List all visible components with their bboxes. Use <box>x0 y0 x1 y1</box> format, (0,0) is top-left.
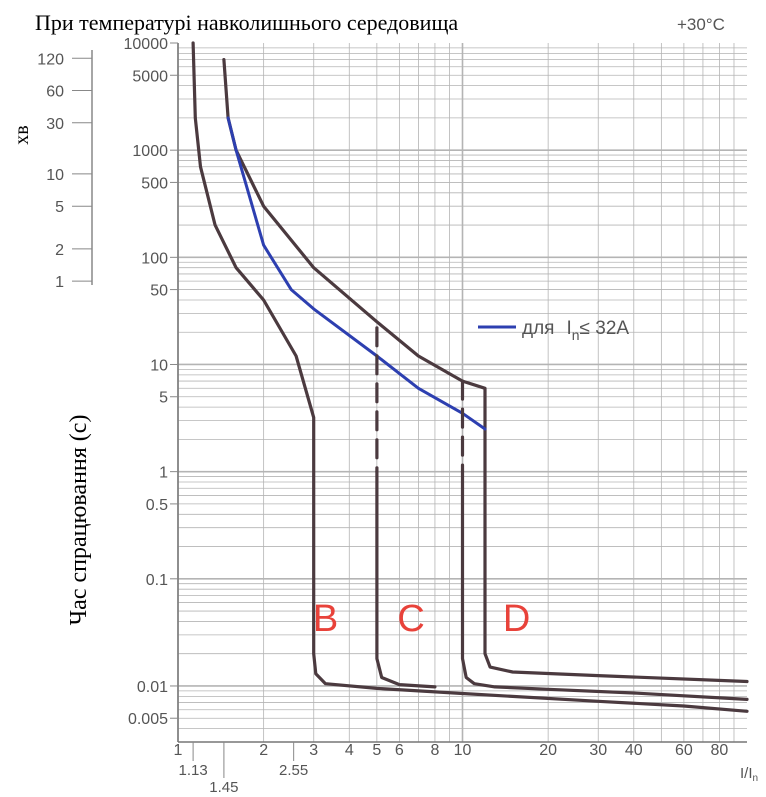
x-tick-label: 5 <box>372 742 381 759</box>
series-line <box>460 470 749 702</box>
x-extra-tick-label: 2.55 <box>279 762 308 779</box>
minute-tick-label: 5 <box>55 199 64 216</box>
y-tick-label: 500 <box>141 175 168 192</box>
chart-title: При температурі навколишнього середовища <box>35 10 458 35</box>
curves <box>191 41 749 713</box>
y-tick-label: 10000 <box>124 36 169 53</box>
x-tick-label: 80 <box>711 742 729 759</box>
x-tick-label: 8 <box>430 742 439 759</box>
x-extra-tick-label: 1.13 <box>178 762 207 779</box>
x-tick-label: 4 <box>345 742 354 759</box>
series-line <box>191 41 749 713</box>
x-axis-label: I/In <box>740 765 758 784</box>
minute-tick-label: 10 <box>46 167 64 184</box>
curve-letter: D <box>503 598 530 640</box>
y-tick-label: 5 <box>159 390 168 407</box>
y-tick-label: 0.5 <box>146 497 168 514</box>
legend-label: для In≤ 32A <box>522 318 629 343</box>
y-tick-label: 0.005 <box>128 711 168 728</box>
x-tick-label: 40 <box>625 742 643 759</box>
y-tick-label: 0.1 <box>146 572 168 589</box>
minute-tick-label: 60 <box>46 84 64 101</box>
y-tick-label: 5000 <box>132 68 168 85</box>
y-tick-label: 10 <box>150 357 168 374</box>
curve-letter: C <box>397 598 424 640</box>
y-tick-label: 1000 <box>132 143 168 160</box>
x-tick-label: 6 <box>395 742 404 759</box>
x-tick-label: 60 <box>675 742 693 759</box>
minute-tick-label: 1 <box>55 274 64 291</box>
x-tick-label: 30 <box>589 742 607 759</box>
y-axis-label: Час спрацювання (с) <box>66 415 92 626</box>
x-extra-tick-label: 1.45 <box>209 779 238 796</box>
y-tick-label: 0.01 <box>137 679 168 696</box>
y-minutes-label: хв <box>11 125 33 144</box>
series-line <box>375 470 437 689</box>
legend: для In≤ 32A <box>478 318 629 343</box>
x-tick-label: 1 <box>174 742 183 759</box>
chart-title-temp: +30°C <box>677 15 725 34</box>
y-tick-label: 1 <box>159 465 168 482</box>
y-tick-label: 100 <box>141 250 168 267</box>
x-tick-label: 20 <box>539 742 557 759</box>
minute-tick-label: 2 <box>55 242 64 259</box>
series-line <box>226 116 487 431</box>
y-tick-label: 50 <box>150 283 168 300</box>
x-tick-label: 2 <box>259 742 268 759</box>
series-line <box>222 57 749 684</box>
labels: 0.005 0.01 0.1 0.5 1 5 10 50 100 500 1000 5000 10000… <box>37 36 728 796</box>
minute-tick-label: 120 <box>37 51 64 68</box>
curve-letter: B <box>313 598 338 640</box>
minute-tick-label: 30 <box>46 116 64 133</box>
x-tick-label: 10 <box>454 742 472 759</box>
x-tick-label: 3 <box>309 742 318 759</box>
